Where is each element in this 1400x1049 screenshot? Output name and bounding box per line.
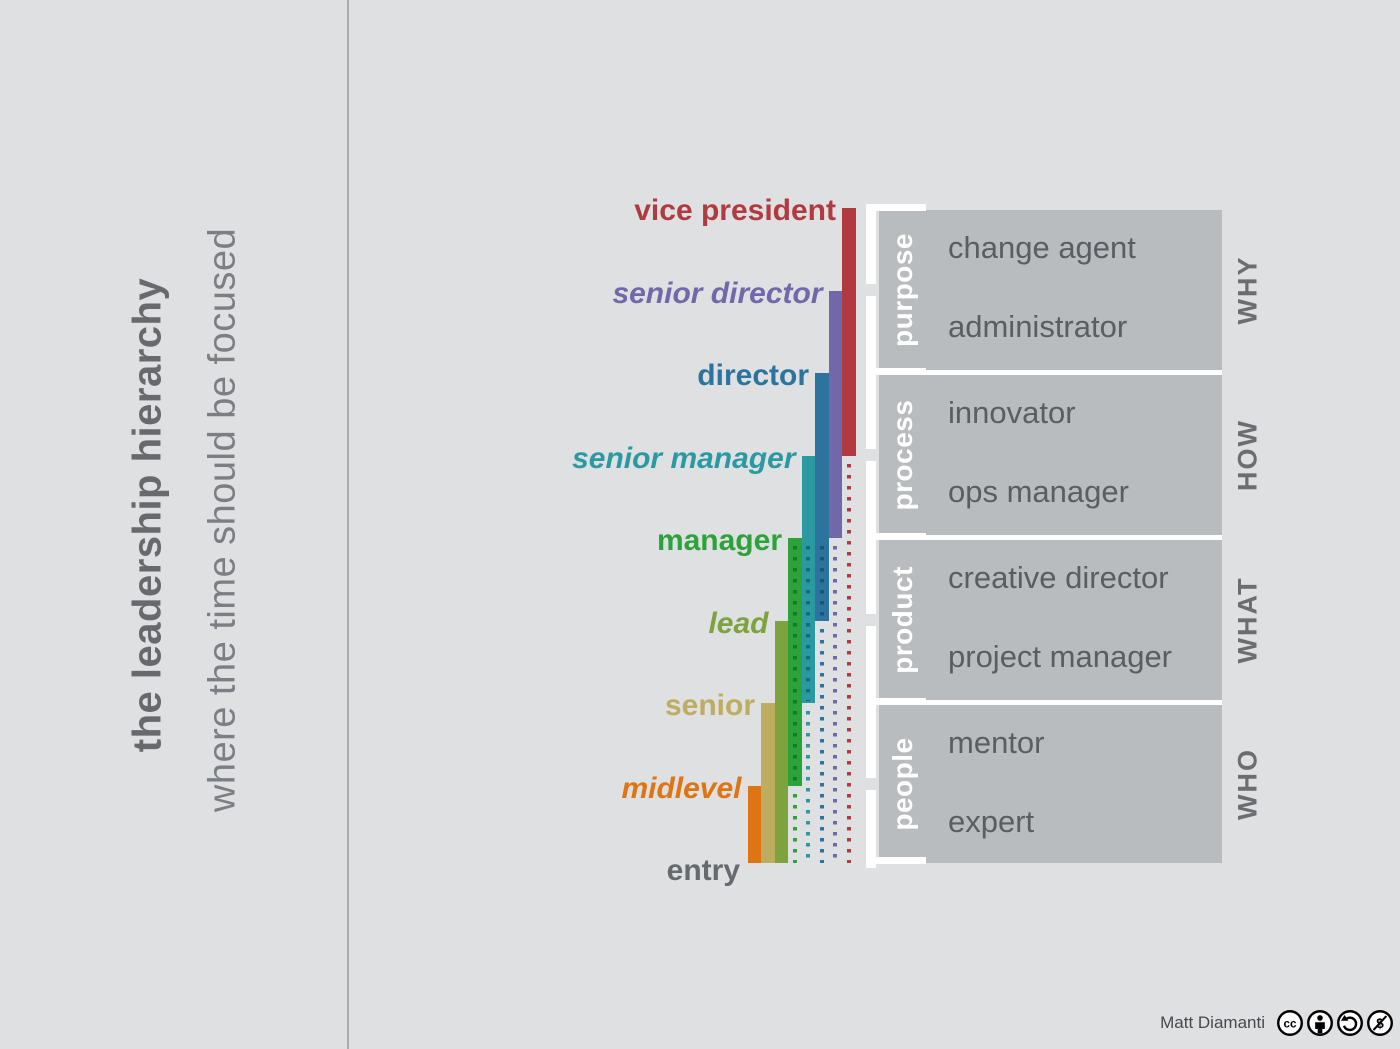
role-label: ops manager xyxy=(948,474,1129,509)
level-label-vice-president: vice president xyxy=(634,194,836,227)
non-commercial-icon: $ xyxy=(1367,1010,1393,1036)
question-label-how: HOW xyxy=(1232,419,1263,491)
level-label-senior-manager: senior manager xyxy=(572,441,796,475)
bracket-tab xyxy=(866,857,926,864)
dots-senior-director xyxy=(833,546,838,863)
role-label: creative director xyxy=(948,560,1169,595)
bracket-strip xyxy=(866,535,876,614)
box-gap xyxy=(876,370,1222,375)
bar-senior xyxy=(761,703,775,863)
level-label-manager: manager xyxy=(656,524,782,557)
share-alike-icon xyxy=(1337,1010,1363,1036)
box-gap xyxy=(876,700,1222,705)
role-label: innovator xyxy=(948,395,1076,430)
band-label-purpose: purpose xyxy=(887,233,918,347)
dots-senior-manager xyxy=(806,711,811,863)
role-label: change agent xyxy=(948,230,1136,265)
dots-manager xyxy=(792,793,797,863)
band-label-product: product xyxy=(887,566,918,674)
level-label-senior: senior xyxy=(664,689,755,722)
dots-vice-president xyxy=(846,463,851,863)
bracket-strip xyxy=(866,296,876,375)
level-label-entry: entry xyxy=(666,854,740,887)
bracket-tab xyxy=(866,697,926,705)
group-box-people xyxy=(879,705,1222,863)
credit-name: Matt Diamanti xyxy=(1160,1013,1265,1032)
bracket-strip xyxy=(866,205,876,284)
bracket-strip xyxy=(866,370,876,449)
bracket-strip xyxy=(866,626,876,705)
credit-footer: Matt Diamanti cc $ xyxy=(1160,1009,1394,1037)
band-label-people: people xyxy=(887,737,918,831)
dots-inside-senior-manager xyxy=(806,546,811,701)
license-icons: cc $ xyxy=(1274,1009,1394,1037)
dots-inside-director xyxy=(819,546,824,619)
dots-director xyxy=(819,628,824,863)
bracket-tab xyxy=(866,204,926,211)
level-label-director: director xyxy=(697,359,809,392)
question-label-who: WHO xyxy=(1232,748,1263,820)
group-box-process xyxy=(879,375,1222,535)
bar-director xyxy=(815,373,829,621)
dots-inside-manager xyxy=(792,546,797,784)
box-gap xyxy=(876,535,1222,540)
bar-midlevel xyxy=(747,785,761,863)
question-label-what: WHAT xyxy=(1232,576,1263,664)
role-label: mentor xyxy=(948,725,1045,760)
bar-vice-president xyxy=(842,208,856,456)
level-label-lead: lead xyxy=(708,606,769,640)
bracket-tab xyxy=(866,367,926,375)
attribution-by-icon xyxy=(1307,1010,1333,1036)
svg-text:cc: cc xyxy=(1284,1017,1297,1030)
bracket-tab xyxy=(866,532,926,540)
group-box-product xyxy=(879,540,1222,700)
question-label-why: WHY xyxy=(1232,255,1263,325)
bracket-strip xyxy=(866,790,876,868)
bracket-strip xyxy=(866,461,876,540)
band-label-process: process xyxy=(887,399,918,511)
bracket-strip xyxy=(866,700,876,778)
panel-divider xyxy=(347,0,349,1049)
role-label: expert xyxy=(948,804,1035,839)
cc-icon: cc xyxy=(1277,1010,1303,1036)
role-label: project manager xyxy=(948,639,1173,674)
level-label-midlevel: midlevel xyxy=(621,771,742,805)
bar-lead xyxy=(774,620,788,863)
bar-senior-director xyxy=(828,290,842,538)
group-box-purpose xyxy=(879,210,1222,370)
level-label-senior-director: senior director xyxy=(612,276,823,310)
role-label: administrator xyxy=(948,309,1128,344)
